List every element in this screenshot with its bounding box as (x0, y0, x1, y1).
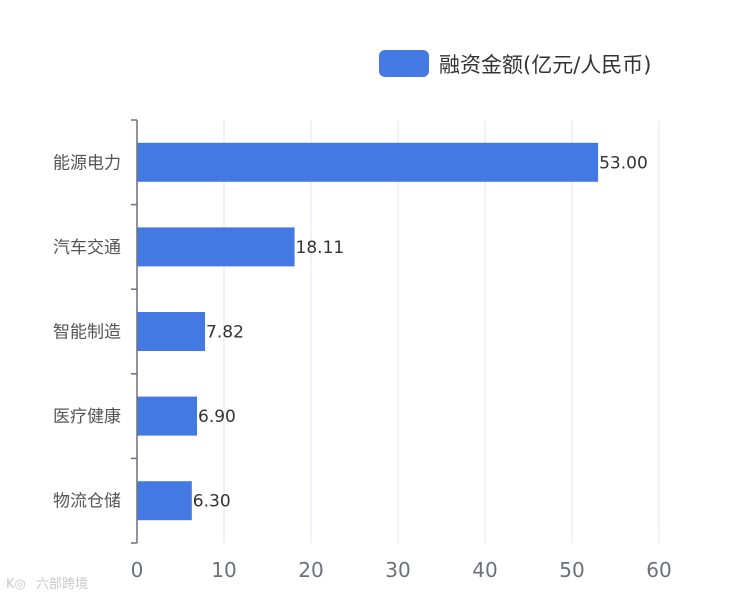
bar[interactable] (137, 227, 295, 267)
x-tick-label: 50 (559, 558, 584, 582)
watermark-text: 六部跨境 (36, 577, 88, 592)
x-tick-label: 40 (472, 558, 497, 582)
bar-value-label: 6.30 (193, 492, 231, 512)
y-category-label: 医疗健康 (53, 407, 121, 427)
y-category-label: 智能制造 (53, 323, 121, 343)
watermark-logo: K◎ (6, 577, 26, 592)
y-category-label: 汽车交通 (53, 238, 121, 258)
watermark: K◎ 六部跨境 (6, 577, 88, 592)
y-category-label: 能源电力 (53, 153, 121, 173)
x-tick-label: 20 (298, 558, 323, 582)
y-category-label: 物流仓储 (53, 492, 121, 512)
legend[interactable]: 融资金额(亿元/人民币) (379, 50, 651, 77)
bar-value-label: 18.11 (296, 238, 345, 258)
bars: 53.00 18.11 7.82 6.90 6.30 (137, 142, 648, 521)
x-tick-label: 10 (211, 558, 236, 582)
grid-lines (223, 120, 660, 543)
bar[interactable] (137, 481, 192, 521)
bar-value-label: 7.82 (206, 323, 244, 343)
x-tick-label: 0 (131, 558, 144, 582)
x-tick-label: 30 (385, 558, 410, 582)
x-tick-label: 60 (646, 558, 671, 582)
legend-label: 融资金额(亿元/人民币) (439, 53, 651, 77)
bar[interactable] (137, 142, 599, 182)
bar[interactable] (137, 312, 206, 351)
legend-swatch[interactable] (379, 50, 429, 77)
bar-value-label: 53.00 (599, 153, 648, 173)
bar-value-label: 6.90 (198, 407, 236, 427)
bar[interactable] (137, 396, 198, 436)
